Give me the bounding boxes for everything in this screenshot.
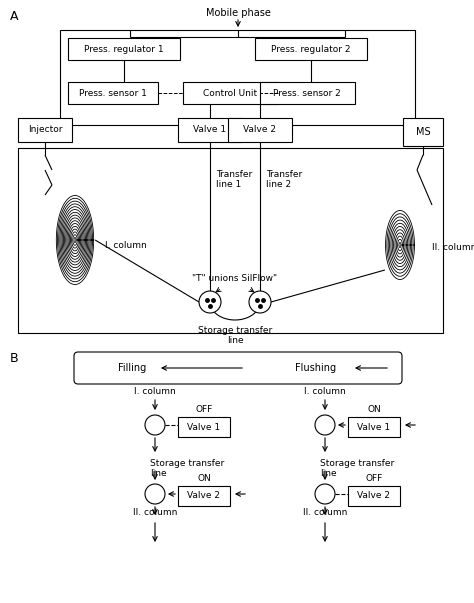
Text: Valve 2: Valve 2 <box>188 491 220 500</box>
Text: I. column: I. column <box>105 241 147 250</box>
Circle shape <box>249 291 271 313</box>
Circle shape <box>145 415 165 435</box>
Bar <box>178 486 230 506</box>
Bar <box>68 82 158 104</box>
Text: Injector: Injector <box>28 125 62 134</box>
Circle shape <box>199 291 221 313</box>
Circle shape <box>315 415 335 435</box>
Circle shape <box>145 484 165 504</box>
Text: Valve 2: Valve 2 <box>357 491 391 500</box>
Text: Storage transfer
line: Storage transfer line <box>198 326 272 346</box>
Bar <box>348 486 400 506</box>
Text: Press. sensor 1: Press. sensor 1 <box>79 89 147 98</box>
Text: I. column: I. column <box>134 387 176 396</box>
Text: Transfer
line 2: Transfer line 2 <box>266 170 302 189</box>
Bar <box>178 417 230 437</box>
Text: Valve 1: Valve 1 <box>193 125 227 134</box>
Bar <box>60 30 415 125</box>
Text: Storage transfer
line: Storage transfer line <box>320 459 394 478</box>
Text: B: B <box>10 352 18 365</box>
Bar <box>348 417 400 437</box>
Bar <box>255 38 367 60</box>
Text: Filling: Filling <box>118 363 146 373</box>
Text: Valve 1: Valve 1 <box>357 423 391 432</box>
Text: II. column: II. column <box>303 508 347 517</box>
Text: Flushing: Flushing <box>295 363 336 373</box>
Bar <box>183 82 278 104</box>
Text: Press. sensor 2: Press. sensor 2 <box>273 89 341 98</box>
Text: Valve 2: Valve 2 <box>244 125 276 134</box>
Bar <box>228 118 292 142</box>
Text: Storage transfer
line: Storage transfer line <box>150 459 224 478</box>
Text: MS: MS <box>416 127 430 137</box>
Bar <box>178 118 242 142</box>
Text: Press. regulator 2: Press. regulator 2 <box>271 45 351 54</box>
Text: I. column: I. column <box>304 387 346 396</box>
Text: Control Unit: Control Unit <box>203 89 257 98</box>
Bar <box>18 148 443 333</box>
Text: Valve 1: Valve 1 <box>187 423 220 432</box>
Text: II. column: II. column <box>133 508 177 517</box>
Text: "T" unions SilFlow": "T" unions SilFlow" <box>192 274 278 283</box>
Text: II. column: II. column <box>432 244 474 253</box>
Text: Transfer
line 1: Transfer line 1 <box>216 170 252 189</box>
Text: OFF: OFF <box>195 405 213 414</box>
Text: Press. regulator 1: Press. regulator 1 <box>84 45 164 54</box>
Text: OFF: OFF <box>365 474 383 483</box>
FancyBboxPatch shape <box>74 352 402 384</box>
Text: Mobile phase: Mobile phase <box>206 8 271 18</box>
Bar <box>403 118 443 146</box>
Text: A: A <box>10 10 18 23</box>
Circle shape <box>315 484 335 504</box>
Bar <box>260 82 355 104</box>
Bar <box>68 38 180 60</box>
Bar <box>18 118 72 142</box>
Text: ON: ON <box>367 405 381 414</box>
Text: ON: ON <box>197 474 211 483</box>
